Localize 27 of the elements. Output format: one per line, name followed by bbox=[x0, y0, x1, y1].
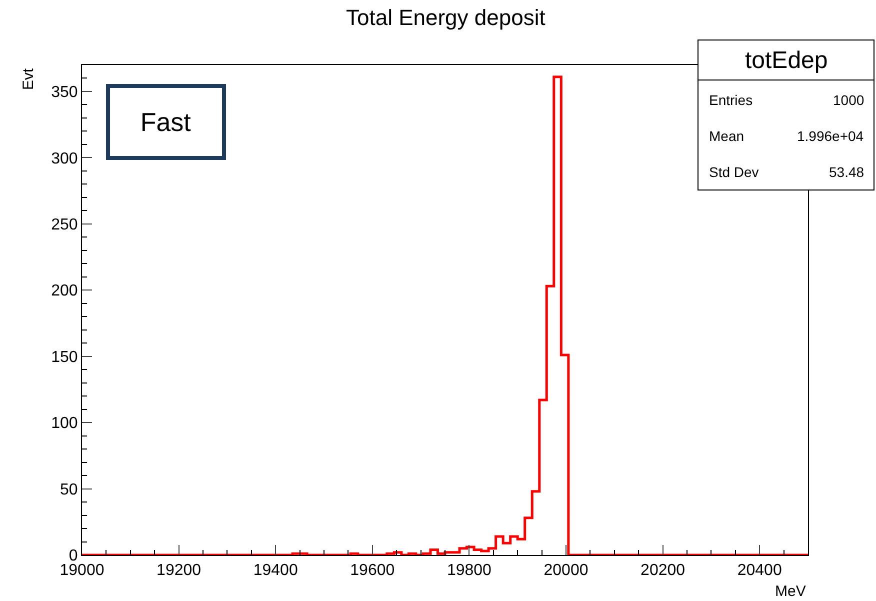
y-tick-label: 0 bbox=[68, 548, 78, 565]
x-axis-title: MeV bbox=[775, 583, 806, 600]
text: 1000 bbox=[833, 92, 864, 108]
y-tick-label: 100 bbox=[51, 415, 78, 432]
y-tick-label: 300 bbox=[51, 150, 78, 168]
annotation: Std Dev bbox=[709, 164, 759, 180]
x-tick-label: 20400 bbox=[737, 562, 782, 580]
y-tick-label: 350 bbox=[51, 84, 78, 102]
x-tick-label: 19600 bbox=[350, 562, 395, 580]
chart-title: Total Energy deposit bbox=[346, 5, 546, 30]
x-tick-label: 19400 bbox=[253, 562, 298, 580]
y-tick-label: 50 bbox=[60, 481, 78, 498]
text: 53.48 bbox=[829, 164, 864, 180]
annotation: totEdep bbox=[745, 47, 828, 74]
y-tick-label: 150 bbox=[51, 348, 78, 366]
x-tick-label: 20200 bbox=[640, 562, 686, 580]
x-tick-label: 20000 bbox=[544, 562, 588, 580]
annotation: Fast bbox=[140, 107, 192, 137]
x-tick-label: 19200 bbox=[156, 562, 202, 580]
x-tick-label: 19800 bbox=[446, 562, 492, 580]
y-axis-title: Evt bbox=[20, 67, 37, 90]
annotation: 1.996e+04 bbox=[797, 128, 864, 144]
y-tick-label: 200 bbox=[51, 282, 78, 300]
annotation: Entries bbox=[709, 92, 753, 108]
x-tick-label: 19000 bbox=[60, 562, 104, 580]
annotation: Mean bbox=[709, 128, 744, 144]
y-tick-label: 250 bbox=[51, 216, 78, 234]
